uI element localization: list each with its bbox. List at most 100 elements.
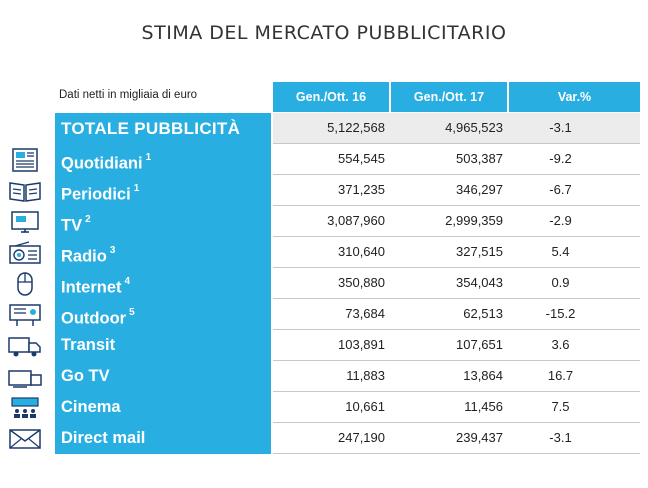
row-values: 103,891 107,651 3.6: [273, 330, 640, 361]
row-label-text: Direct mail: [61, 429, 146, 447]
value-gen-ott-17: 62,513: [463, 306, 503, 321]
tv-icon: [7, 210, 43, 234]
table-row: Internet 4 350,880 354,043 0.9: [17, 268, 640, 299]
row-values: 10,661 11,456 7.5: [273, 392, 640, 423]
value-gen-ott-17: 239,437: [456, 430, 503, 445]
row-label: Cinema: [55, 392, 271, 423]
go-tv-icon: [7, 365, 43, 389]
table-row: Cinema 10,661 11,456 7.5: [11, 392, 640, 423]
billboard-icon: [7, 303, 43, 327]
value-variation: -6.7: [549, 182, 572, 197]
row-label-text: Quotidiani: [61, 154, 143, 173]
value-variation: -3.1: [549, 430, 572, 445]
table-row: Go TV 11,883 13,864 16.7: [8, 361, 640, 392]
row-label: Transit: [55, 330, 271, 361]
value-variation: -2.9: [549, 213, 572, 228]
row-values: 310,640 327,515 5.4: [273, 237, 640, 268]
value-gen-ott-17: 13,864: [463, 368, 503, 383]
row-label-text: Transit: [61, 336, 116, 354]
value-gen-ott-17: 354,043: [456, 275, 503, 290]
table-row: Direct mail 247,190 239,437 -3.1: [9, 423, 640, 454]
column-header-var: Var.%: [509, 82, 640, 112]
value-gen-ott-17: 4,965,523: [445, 120, 503, 135]
footnote-marker: 2: [85, 214, 91, 225]
value-gen-ott-17: 107,651: [456, 337, 503, 352]
table-row: Outdoor 5 73,684 62,513 -15.2: [9, 299, 640, 330]
value-gen-ott-17: 327,515: [456, 244, 503, 259]
table-header: Dati netti in migliaia di euro Gen./Ott.…: [55, 82, 640, 112]
mouse-icon: [7, 272, 43, 296]
row-values: 554,545 503,387 -9.2: [273, 144, 640, 175]
row-label: Periodici 1: [55, 175, 271, 206]
cinema-icon: [7, 396, 43, 420]
column-header-gen-ott-17: Gen./Ott. 17: [391, 82, 507, 112]
value-gen-ott-17: 346,297: [456, 182, 503, 197]
value-variation: 7.5: [551, 399, 570, 414]
row-values: 5,122,568 4,965,523 -3.1: [273, 113, 640, 144]
value-gen-ott-16: 310,640: [338, 244, 385, 259]
value-gen-ott-17: 2,999,359: [445, 213, 503, 228]
value-gen-ott-16: 11,883: [346, 368, 385, 383]
row-label-text: TV: [61, 216, 83, 235]
value-gen-ott-16: 371,235: [338, 182, 385, 197]
column-header-gen-ott-16: Gen./Ott. 16: [273, 82, 389, 112]
value-variation: 3.6: [551, 337, 570, 352]
table-row: Periodici 1 371,235 346,297 -6.7: [9, 175, 640, 206]
radio-icon: [7, 241, 43, 265]
row-label: Direct mail: [55, 423, 271, 454]
value-gen-ott-16: 73,684: [345, 306, 385, 321]
table-row: Quotidiani 1 554,545 503,387 -9.2: [12, 144, 640, 175]
row-label-text: Go TV: [61, 367, 110, 385]
row-label: TV 2: [55, 206, 271, 237]
row-values: 73,684 62,513 -15.2: [273, 299, 640, 330]
table-row: TV 2 3,087,960 2,999,359 -2.9: [11, 206, 640, 237]
value-gen-ott-16: 350,880: [338, 275, 385, 290]
row-label: Quotidiani 1: [55, 144, 271, 175]
row-values: 3,087,960 2,999,359 -2.9: [273, 206, 640, 237]
footnote-marker: 5: [129, 307, 135, 318]
row-values: 11,883 13,864 16.7: [273, 361, 640, 392]
value-gen-ott-16: 3,087,960: [327, 213, 385, 228]
value-variation: -15.2: [545, 306, 576, 321]
value-gen-ott-17: 503,387: [456, 151, 503, 166]
row-label-text: Radio: [61, 247, 107, 266]
value-variation: 0.9: [551, 275, 570, 290]
row-label-text: Cinema: [61, 398, 121, 416]
row-label: Outdoor 5: [55, 299, 271, 330]
value-gen-ott-16: 103,891: [338, 337, 385, 352]
row-values: 350,880 354,043 0.9: [273, 268, 640, 299]
row-label-text: Periodici: [61, 185, 131, 204]
value-variation: -3.1: [549, 120, 572, 135]
page-title: Stima del mercato pubblicitario: [141, 22, 507, 44]
envelope-icon: [7, 427, 43, 451]
newspaper-icon: [7, 148, 43, 172]
row-label-text: Internet: [61, 278, 122, 297]
truck-icon: [7, 334, 43, 358]
value-variation: 16.7: [547, 368, 574, 383]
footnote-marker: 1: [133, 183, 140, 194]
value-gen-ott-16: 554,545: [338, 151, 385, 166]
value-gen-ott-16: 5,122,568: [327, 120, 385, 135]
units-note: Dati netti in migliaia di euro: [59, 89, 198, 101]
value-variation: 5.4: [551, 244, 570, 259]
table-row: Radio 3 310,640 327,515 5.4: [9, 237, 640, 268]
row-label: Go TV: [55, 361, 271, 392]
row-values: 247,190 239,437 -3.1: [273, 423, 640, 454]
row-values: 371,235 346,297 -6.7: [273, 175, 640, 206]
value-variation: -9.2: [549, 151, 572, 166]
value-gen-ott-17: 11,456: [464, 399, 503, 414]
data-table: TOTALE PUBBLICITÀ 5,122,568 4,965,523 -3.1 Q…: [8, 113, 640, 454]
row-label: TOTALE PUBBLICITÀ: [55, 113, 271, 144]
table-row: Transit 103,891 107,651 3.6: [8, 330, 640, 361]
row-label-text: Outdoor: [61, 309, 127, 328]
row-label-text: TOTALE PUBBLICITÀ: [61, 119, 241, 138]
row-label: Internet 4: [55, 268, 271, 299]
footnote-marker: 4: [124, 276, 131, 287]
row-label: Radio 3: [55, 237, 271, 268]
footnote-marker: 3: [109, 245, 116, 256]
value-gen-ott-16: 247,190: [338, 430, 385, 445]
value-gen-ott-16: 10,661: [345, 399, 385, 414]
table-row: TOTALE PUBBLICITÀ 5,122,568 4,965,523 -3.1: [55, 113, 640, 144]
footnote-marker: 1: [145, 152, 152, 163]
magazine-icon: [7, 179, 43, 203]
